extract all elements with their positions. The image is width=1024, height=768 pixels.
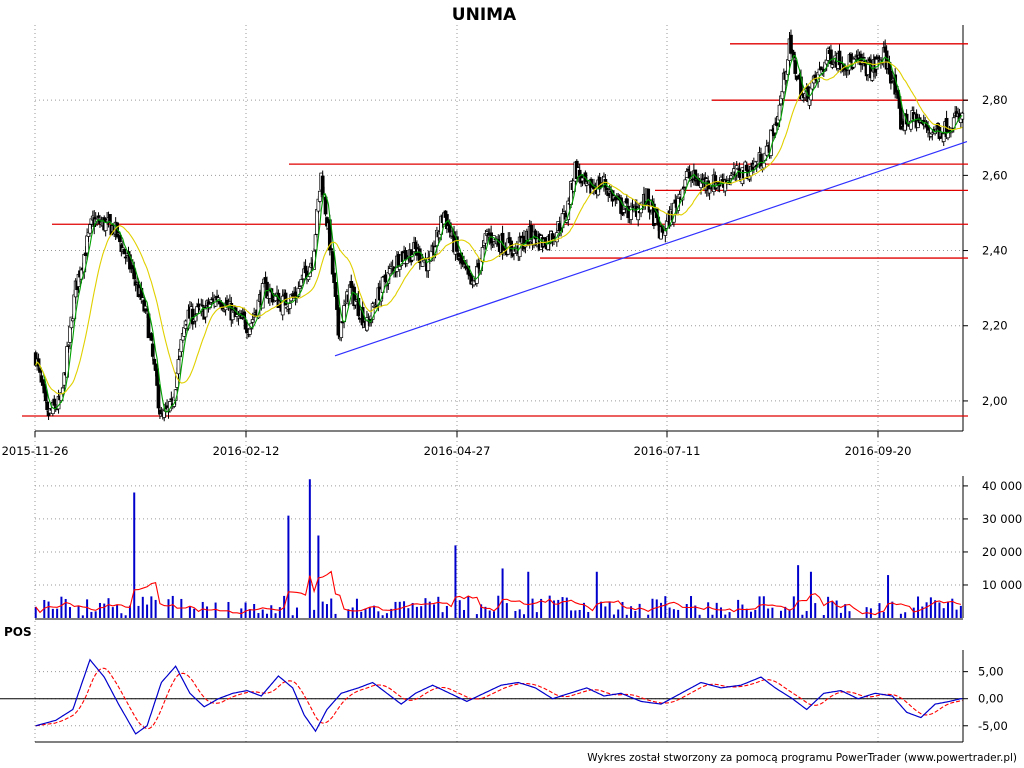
y-tick-label: 2,40 [982,244,1008,258]
candle-body [410,254,415,261]
candle-body [79,269,84,280]
candle-body [342,305,346,323]
candle-body [861,56,866,59]
volume-layer [34,479,962,618]
candle-body [203,307,208,318]
candle-body [156,384,161,409]
x-tick-label: 2016-04-27 [424,444,491,458]
candle-body [150,343,155,357]
candle-body [426,257,431,271]
candle-body [146,313,151,339]
candle-body [793,60,798,74]
candle-body [200,304,205,307]
pos-layer [0,658,963,735]
y-tick-label: 2,00 [982,394,1008,408]
candle-body [717,184,722,187]
candle-body [62,372,67,386]
candle-body [829,49,833,65]
x-tick-label: 2016-09-20 [845,444,912,458]
candle-body [904,113,909,125]
candles-layer [33,29,965,422]
x-tick-label: 2016-02-12 [213,444,280,458]
candle-body [176,359,181,375]
candle-body [339,321,344,338]
candle-body [332,272,336,284]
candle-body [118,235,122,243]
candle-body [789,34,793,54]
footer-credit: Wykres został stworzony za pomocą progra… [587,752,1017,764]
price-levels [22,43,968,417]
candle-body [43,389,48,402]
chart-title: UNIMA [452,5,517,25]
pos-panel-label: POS [4,625,32,639]
y-tick-label: -5,00 [978,719,1008,733]
candle-body [280,295,285,316]
candle-body [909,120,913,130]
candle-body [132,268,137,280]
y-tick-label: 2,20 [982,319,1008,333]
candle-body [533,230,538,240]
y-tick-label: 2,60 [982,168,1008,182]
y-tick-label: 10 000 [982,578,1022,592]
grid-layer [34,25,963,742]
candle-body [761,162,766,169]
trend-line [334,140,968,357]
candle-body [52,398,57,406]
candle-body [777,104,782,121]
y-tick-label: 0,00 [978,692,1004,706]
y-tick-label: 5,00 [978,665,1004,679]
candle-body [323,196,328,215]
candle-body [313,234,318,251]
candle-body [646,188,651,204]
frame-layer [35,25,964,743]
ma-long-line [35,61,963,395]
candle-body [128,254,132,270]
tick-labels: 2015-11-26 2016-02-12 2016-04-27 2016-07-11… [2,93,1023,733]
candle-body [242,311,247,319]
pos-line [35,658,963,735]
pos-signal-line [35,667,963,730]
volume-average-line [35,570,962,616]
y-tick-label: 2,80 [982,93,1008,107]
candle-body [287,303,292,309]
candle-body [108,214,112,223]
candle-body [88,224,92,234]
candle-body [149,333,154,341]
candle-body [433,246,438,255]
candle-body [951,117,956,129]
moving-averages [35,54,963,413]
y-tick-label: 40 000 [982,479,1022,493]
y-tick-label: 30 000 [982,512,1022,526]
x-tick-label: 2016-07-11 [634,444,701,458]
candle-body [329,248,334,251]
x-tick-label: 2015-11-26 [2,444,69,458]
ma-short-line [35,54,963,413]
y-tick-label: 20 000 [982,545,1022,559]
candle-body [122,248,127,255]
candle-body [926,125,930,131]
candle-body [683,179,688,188]
candle-body [729,175,733,179]
candle-body [899,107,903,130]
